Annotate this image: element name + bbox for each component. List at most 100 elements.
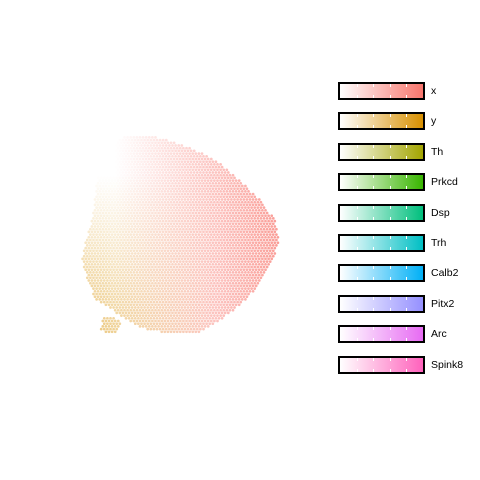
spot [89, 265, 92, 269]
spot [157, 260, 160, 263]
spot [140, 246, 143, 250]
spot [169, 227, 173, 231]
spot [144, 173, 148, 177]
spot [223, 203, 227, 207]
spot [135, 157, 139, 161]
spot [175, 222, 179, 226]
spot [144, 276, 148, 280]
spot [130, 235, 134, 239]
spot [191, 173, 195, 177]
spot [115, 187, 119, 191]
spot [200, 271, 204, 274]
spot [157, 319, 160, 323]
spot [251, 219, 255, 223]
spot [183, 149, 187, 153]
spot [194, 276, 198, 280]
spot [99, 262, 103, 266]
spot [133, 268, 137, 272]
spot [268, 244, 272, 247]
spot [143, 144, 146, 147]
spot [205, 262, 208, 266]
spot [239, 235, 243, 239]
spot [106, 252, 109, 255]
spot [129, 319, 133, 323]
spot [239, 203, 243, 207]
spot [180, 284, 184, 288]
spot [205, 208, 208, 212]
spot [195, 311, 199, 315]
spot [178, 184, 182, 188]
spot [195, 160, 199, 164]
spot [225, 206, 229, 209]
spot [110, 222, 114, 226]
spot [129, 136, 133, 139]
spot [182, 195, 185, 199]
legend-color-bar [338, 203, 425, 222]
spot [93, 262, 97, 266]
spot [121, 144, 125, 147]
spot [254, 273, 258, 277]
spot [242, 198, 246, 201]
spot [166, 190, 170, 193]
spot [109, 198, 112, 201]
spot [123, 211, 126, 215]
spot [163, 281, 167, 285]
spot [87, 257, 91, 261]
spot [230, 246, 233, 250]
spot [107, 298, 111, 301]
spot [104, 292, 108, 296]
spot [222, 211, 226, 215]
spot [106, 208, 109, 212]
spot [141, 206, 145, 209]
spot [180, 257, 184, 261]
legend-color-bar [338, 142, 425, 161]
spot [178, 281, 182, 285]
spot [236, 192, 239, 196]
spot [106, 295, 109, 299]
spot [110, 173, 114, 177]
spot [143, 241, 146, 245]
spot [161, 171, 165, 174]
spot [115, 279, 119, 282]
spot [245, 273, 249, 277]
spot [164, 316, 168, 320]
spot [89, 260, 92, 263]
spot [271, 249, 275, 253]
spot [257, 273, 261, 277]
spot [93, 268, 97, 272]
spot [154, 303, 157, 307]
legend-label: y [431, 115, 437, 128]
spot [230, 198, 233, 201]
spot [102, 203, 106, 207]
spot [247, 227, 250, 231]
spot [240, 260, 244, 263]
spot [205, 154, 208, 158]
spot [129, 195, 133, 199]
spot [143, 138, 146, 142]
spot [143, 203, 146, 207]
spot [155, 214, 159, 218]
spot [219, 260, 222, 263]
spot [107, 163, 111, 166]
spot [163, 217, 167, 220]
spot [107, 146, 111, 150]
spot [259, 227, 263, 231]
spot [177, 257, 181, 261]
spot [199, 284, 202, 288]
spot [144, 298, 148, 301]
spot [140, 230, 143, 234]
spot [213, 265, 216, 269]
spot [169, 152, 173, 155]
spot [233, 252, 236, 255]
spot [121, 154, 125, 158]
spot [216, 238, 219, 242]
spot [107, 281, 111, 285]
spot [192, 225, 196, 228]
spot [118, 284, 122, 288]
spot [250, 206, 253, 209]
spot [104, 195, 108, 199]
spot [107, 238, 111, 242]
spot [169, 238, 173, 242]
spot [126, 303, 129, 307]
spot [154, 281, 157, 285]
